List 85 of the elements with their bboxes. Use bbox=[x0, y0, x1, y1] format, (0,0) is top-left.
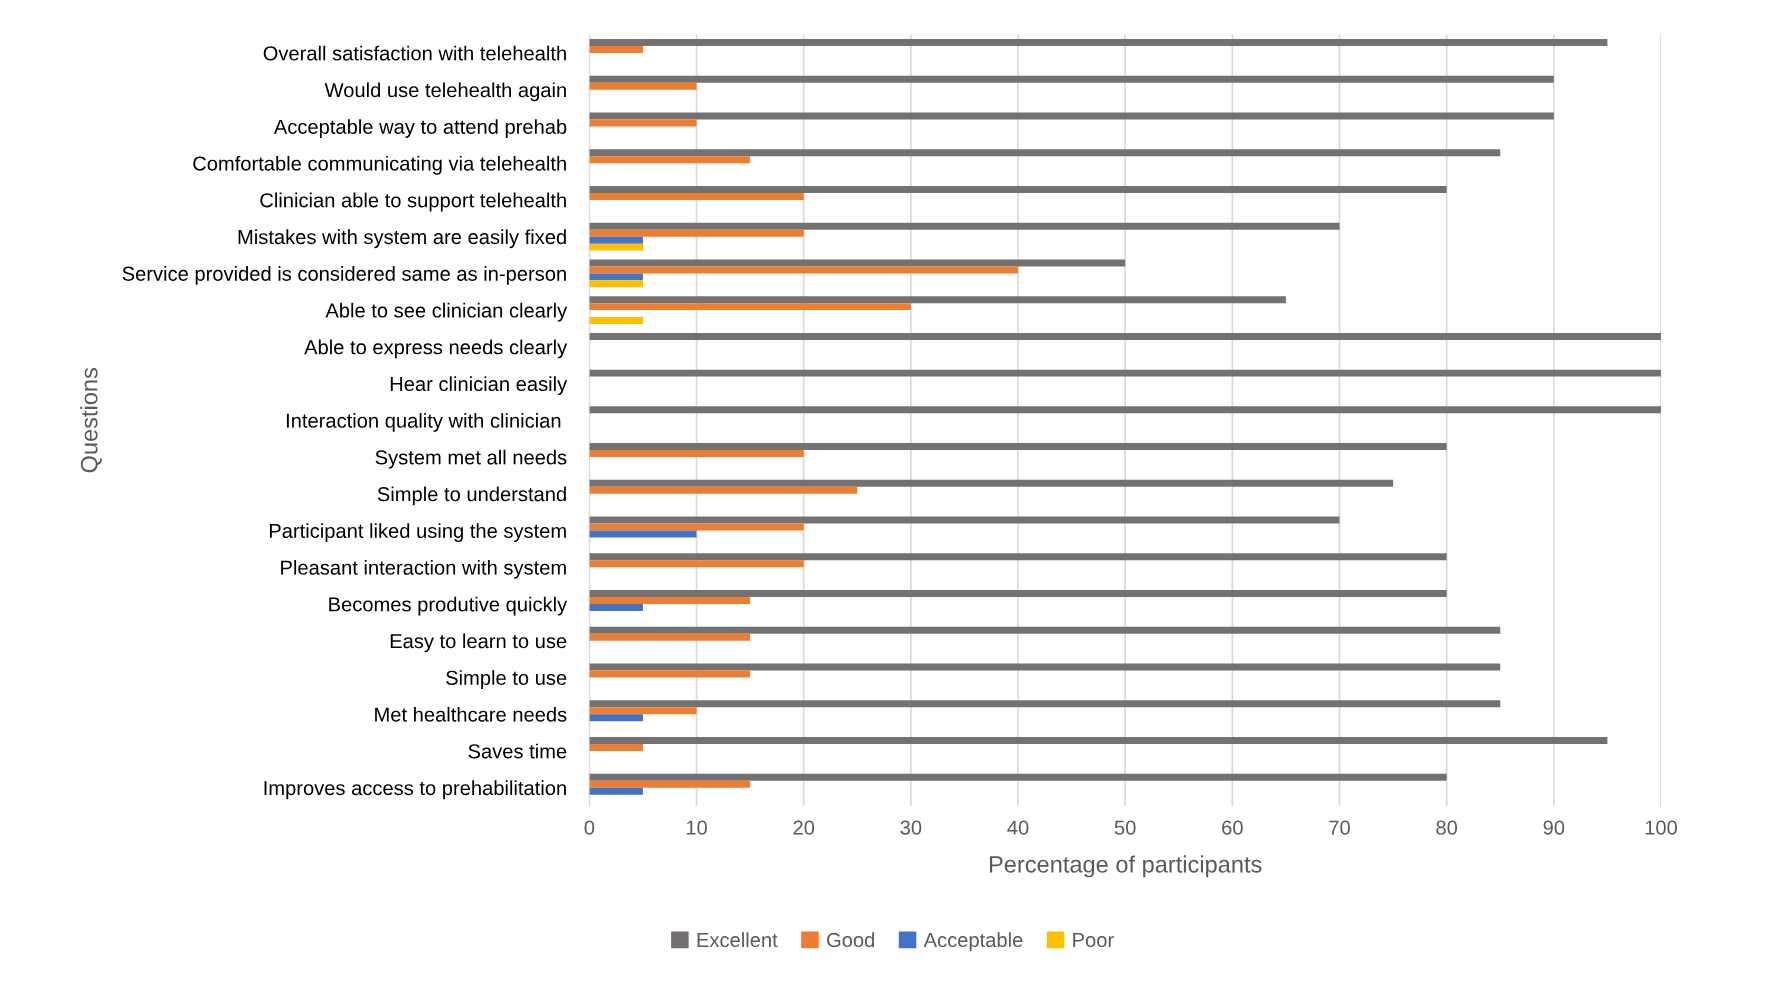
x-tick-label: 30 bbox=[900, 820, 922, 835]
y-tick-label: Hear clinician easily bbox=[390, 376, 568, 396]
bar bbox=[589, 443, 1447, 451]
bar bbox=[589, 604, 643, 611]
y-tick-label: Clinician able to support telehealth bbox=[260, 192, 566, 212]
x-tick-label: 70 bbox=[1329, 820, 1350, 835]
bar bbox=[589, 119, 697, 127]
bar bbox=[589, 714, 643, 722]
bar bbox=[589, 259, 1126, 267]
bar bbox=[589, 303, 911, 311]
bar bbox=[589, 46, 643, 53]
bar bbox=[589, 597, 751, 604]
legend-label: Acceptable bbox=[923, 932, 1023, 952]
bar bbox=[589, 523, 804, 531]
y-tick-label: Overall satisfaction with telehealth bbox=[263, 45, 566, 61]
x-tick-label: 10 bbox=[686, 820, 707, 835]
y-tick-label: Simple to use bbox=[446, 670, 567, 689]
bar bbox=[589, 787, 643, 795]
bar bbox=[589, 516, 1340, 524]
bar bbox=[589, 280, 643, 288]
bar bbox=[589, 479, 1394, 487]
bar bbox=[589, 773, 1447, 781]
bar bbox=[589, 553, 1447, 561]
bar bbox=[589, 236, 643, 244]
y-tick-label: Easy to learn to use bbox=[390, 633, 567, 653]
bar bbox=[589, 736, 1608, 744]
x-tick-label: 60 bbox=[1222, 820, 1243, 835]
bar bbox=[589, 743, 643, 751]
x-tick-label: 20 bbox=[793, 820, 815, 835]
bar bbox=[589, 222, 1340, 230]
y-tick-label: Saves time bbox=[468, 743, 567, 759]
bar bbox=[589, 633, 751, 641]
bar bbox=[589, 780, 751, 788]
bar bbox=[589, 700, 1501, 708]
y-tick-label: Comfortable communicating via telehealth bbox=[193, 155, 566, 175]
bar bbox=[589, 590, 1447, 598]
bar bbox=[589, 707, 697, 715]
x-tick-label: 80 bbox=[1436, 820, 1458, 835]
bar bbox=[589, 369, 1661, 377]
y-tick-label: Would use telehealth again bbox=[324, 82, 566, 102]
x-tick-label: 0 bbox=[584, 820, 595, 835]
legend-label: Excellent bbox=[697, 932, 778, 948]
bar bbox=[589, 229, 804, 237]
bar bbox=[589, 192, 804, 200]
y-tick-label: Participant liked using the system bbox=[269, 523, 566, 542]
legend-label: Poor bbox=[1073, 933, 1114, 948]
bar bbox=[589, 149, 1501, 157]
y-tick-label: Improves access to prehabilitation bbox=[264, 780, 566, 800]
bar bbox=[589, 296, 1286, 304]
bar bbox=[589, 626, 1501, 634]
y-tick-label: Pleasant interaction with system bbox=[281, 559, 566, 579]
y-tick-label: Able to express needs clearly bbox=[304, 339, 568, 359]
bar bbox=[589, 82, 697, 90]
bar bbox=[589, 185, 1447, 193]
bar bbox=[589, 670, 751, 678]
bar bbox=[589, 243, 643, 251]
bar bbox=[589, 486, 858, 494]
bar bbox=[589, 266, 1019, 274]
bar bbox=[589, 75, 1554, 83]
bar bbox=[589, 39, 1608, 46]
x-tick-label: 90 bbox=[1543, 820, 1565, 835]
y-tick-label: System met all needs bbox=[375, 449, 567, 469]
x-tick-label: 40 bbox=[1007, 820, 1029, 835]
x-tick-label: 50 bbox=[1114, 820, 1136, 835]
y-tick-label: Simple to understand bbox=[377, 486, 566, 506]
y-tick-label: Service provided is considered same as in-person bbox=[122, 266, 566, 285]
y-tick-label: Met healthcare needs bbox=[375, 706, 567, 722]
legend-label: Good bbox=[827, 932, 875, 948]
y-tick-label: Able to see clinician clearly bbox=[325, 302, 568, 322]
bar bbox=[589, 332, 1661, 340]
y-axis-title: Questions bbox=[80, 368, 102, 473]
y-tick-label: Becomes produtive quickly bbox=[329, 596, 568, 616]
bar bbox=[589, 406, 1661, 414]
bar bbox=[589, 530, 697, 538]
x-axis-title: Percentage of participants bbox=[989, 855, 1262, 878]
bar bbox=[589, 560, 804, 568]
bar bbox=[589, 317, 643, 325]
bar bbox=[589, 156, 751, 164]
bar bbox=[589, 273, 643, 281]
y-tick-label: Acceptable way to attend prehab bbox=[273, 119, 567, 138]
y-tick-label: Mistakes with system are easily fixed bbox=[238, 229, 566, 249]
bar bbox=[589, 112, 1554, 120]
y-tick-label: Interaction quality with clinician bbox=[286, 413, 561, 432]
x-tick-label: 100 bbox=[1645, 820, 1677, 835]
bar bbox=[589, 450, 804, 458]
